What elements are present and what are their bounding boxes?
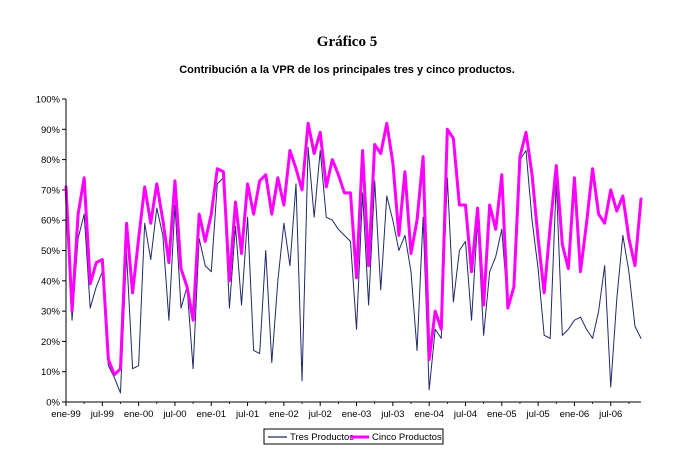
legend-label-cinco: Cinco Productos	[372, 432, 442, 443]
x-tick-label: ene-06	[560, 409, 590, 420]
y-tick-label: 60%	[41, 216, 61, 227]
x-axis: ene-99 jul-99 ene-00 jul-00 ene-01 jul-01 ene-…	[51, 402, 630, 420]
x-tick-label: ene-05	[487, 409, 517, 420]
x-tick-label: jul-03	[380, 409, 404, 420]
x-tick-label: ene-00	[124, 409, 154, 420]
x-tick-label: ene-03	[342, 409, 372, 420]
x-tick-label: jul-06	[598, 409, 622, 420]
chart-subtitle: Contribución a la VPR de los principales…	[179, 64, 515, 76]
legend: Tres Productos Cinco Productos	[263, 428, 444, 445]
x-tick-label: ene-02	[269, 409, 299, 420]
y-tick-label: 0%	[46, 398, 60, 409]
y-axis: 0% 10% 20% 30% 40% 50% 60% 70% 80% 90% 100%	[36, 95, 66, 409]
y-tick-label: 70%	[41, 185, 61, 196]
x-tick-label: ene-01	[196, 409, 226, 420]
x-tick-label: ene-99	[51, 409, 81, 420]
y-tick-label: 80%	[41, 155, 61, 166]
y-tick-label: 30%	[41, 307, 61, 318]
x-tick-label: jul-05	[525, 409, 549, 420]
y-tick-label: 10%	[41, 367, 61, 378]
y-tick-label: 100%	[36, 95, 61, 106]
chart-title: Gráfico 5	[317, 34, 377, 50]
series-line-tres-productos	[65, 146, 642, 394]
legend-label-tres: Tres Productos	[290, 432, 354, 443]
y-tick-label: 90%	[41, 125, 61, 136]
x-tick-label: jul-02	[308, 409, 332, 420]
x-tick-label: jul-99	[90, 409, 114, 420]
series-layer	[64, 121, 643, 394]
series-line-cinco-productos	[64, 121, 643, 377]
y-tick-label: 50%	[41, 246, 61, 257]
y-tick-label: 40%	[41, 276, 61, 287]
x-tick-label: jul-00	[162, 409, 186, 420]
x-tick-label: ene-04	[414, 409, 444, 420]
x-tick-label: jul-04	[453, 409, 477, 420]
x-tick-label: jul-01	[235, 409, 259, 420]
y-tick-label: 20%	[41, 337, 61, 348]
